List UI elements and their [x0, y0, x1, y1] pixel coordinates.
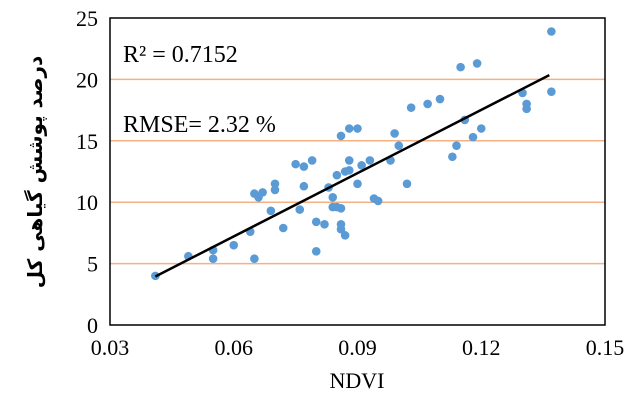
data-point — [258, 188, 267, 197]
data-point — [423, 99, 432, 109]
plot-area-frame — [109, 17, 606, 326]
data-point — [344, 124, 354, 133]
data-point — [229, 240, 239, 250]
data-point — [373, 196, 383, 206]
data-point — [390, 129, 399, 138]
x-tick-label: 0.15 — [586, 335, 625, 360]
data-point — [311, 217, 321, 227]
data-point — [522, 99, 531, 109]
y-tick-label: 5 — [87, 252, 98, 277]
data-point — [307, 156, 317, 165]
data-point — [320, 220, 329, 229]
data-point — [270, 179, 280, 189]
data-point — [336, 220, 346, 229]
y-tick-label: 10 — [76, 190, 98, 215]
x-tick-label: 0.06 — [215, 335, 254, 360]
rmse-annotation: RMSE= 2.32 % — [123, 112, 276, 138]
data-point — [456, 62, 465, 72]
data-point — [344, 156, 354, 165]
data-point — [547, 87, 556, 96]
x-tick-label: 0.12 — [462, 335, 501, 360]
data-point — [448, 152, 457, 162]
data-point — [336, 131, 346, 141]
data-point — [353, 124, 362, 133]
x-tick-label: 0.09 — [338, 335, 377, 360]
data-point — [353, 179, 362, 189]
data-point — [208, 254, 218, 263]
data-point — [266, 206, 276, 216]
data-point — [299, 162, 309, 171]
data-point — [452, 141, 461, 151]
data-point — [336, 204, 346, 213]
data-point — [270, 185, 280, 195]
data-point — [344, 165, 354, 175]
data-point — [340, 231, 350, 240]
y-tick-label: 0 — [87, 313, 98, 338]
x-tick-label: 0.03 — [91, 335, 130, 360]
grid-lines — [110, 78, 605, 265]
data-point — [394, 141, 404, 151]
data-point — [291, 159, 300, 169]
data-point — [295, 205, 305, 214]
y-tick-label: 15 — [76, 129, 98, 154]
data-point — [472, 59, 482, 68]
data-point — [365, 156, 375, 165]
data-point — [547, 27, 556, 36]
data-point — [357, 161, 366, 170]
data-point — [435, 94, 445, 104]
data-point — [250, 254, 259, 263]
data-point — [406, 103, 416, 112]
y-tick-label: 25 — [76, 6, 98, 31]
trendline — [154, 73, 550, 278]
x-axis-title: NDVI — [330, 368, 385, 393]
data-point — [328, 192, 338, 202]
data-point — [311, 247, 321, 256]
x-tick-labels: 0.03 0.06 0.09 0.12 0.15 — [91, 335, 625, 360]
data-point — [299, 181, 309, 191]
data-point — [468, 132, 478, 142]
r-squared-annotation: R² = 0.7152 — [123, 42, 238, 68]
data-point — [278, 223, 288, 233]
y-tick-labels: 0 5 10 15 20 25 — [76, 6, 98, 338]
y-tick-label: 20 — [76, 67, 98, 92]
y-axis-title: درصد پوشش گیاهی کل — [23, 56, 48, 288]
data-point — [476, 124, 486, 133]
data-point — [332, 170, 342, 180]
data-point — [402, 179, 412, 189]
